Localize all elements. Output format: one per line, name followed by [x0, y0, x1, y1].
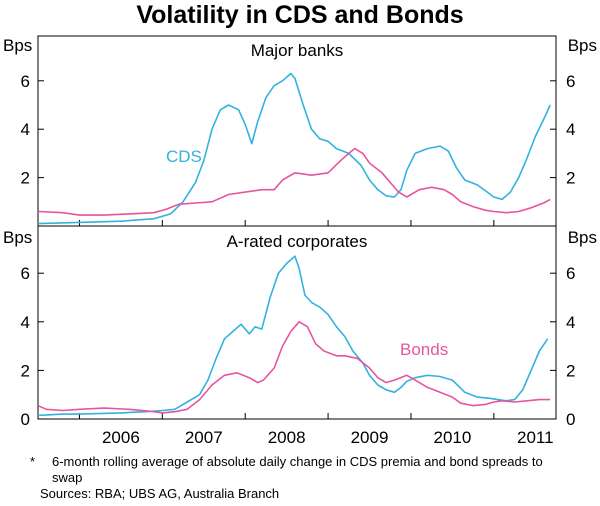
- x-tick-label: 2007: [185, 428, 223, 447]
- bonds-series-label: Bonds: [400, 340, 448, 359]
- y-tick-label-right: 0: [566, 410, 575, 429]
- y-tick-label-right: 4: [566, 313, 575, 332]
- y-tick-label-right: 2: [566, 169, 575, 188]
- a-rated-bonds-line: [37, 321, 551, 414]
- chart-figure: Volatility in CDS and Bonds Bps Bps Bps …: [3, 1, 597, 447]
- x-tick-label: 2010: [433, 428, 471, 447]
- x-tick-label: 2011: [517, 428, 554, 447]
- a-rated-cds-line: [37, 255, 549, 417]
- major-banks-cds-line: [37, 72, 551, 225]
- y-tick-label-left: 6: [21, 72, 30, 91]
- footnote-text: 6-month rolling average of absolute dail…: [52, 454, 543, 485]
- top-right-unit-label: Bps: [568, 36, 597, 55]
- y-tick-label-left: 2: [21, 361, 30, 380]
- y-tick-label-right: 6: [566, 72, 575, 91]
- series-layer: [37, 72, 551, 417]
- chart-title: Volatility in CDS and Bonds: [136, 1, 463, 29]
- panel-bottom-title: A-rated corporates: [227, 232, 368, 251]
- x-tick-label: 2006: [102, 428, 140, 447]
- y-tick-label-left: 6: [21, 264, 30, 283]
- panel-bottom-frame: [37, 225, 557, 420]
- tick-layer: 2 4 6 2 4 6 0 2 4 6 0 2 4 6 2006 2007 2008 2009 2010 2011: [21, 72, 576, 447]
- y-tick-label-right: 6: [566, 264, 575, 283]
- y-tick-label-left: 2: [21, 169, 30, 188]
- y-tick-label-left: 4: [21, 313, 30, 332]
- cds-series-label: CDS: [166, 147, 202, 166]
- y-tick-label-right: 4: [566, 120, 575, 139]
- bottom-left-unit-label: Bps: [3, 228, 32, 247]
- major-banks-bonds-line: [37, 147, 551, 216]
- bottom-right-unit-label: Bps: [568, 228, 597, 247]
- y-tick-label-right: 2: [566, 361, 575, 380]
- panel-top-frame: [37, 35, 557, 227]
- panel-top-title: Major banks: [251, 41, 344, 60]
- sources-note: Sources: RBA; UBS AG, Australia Branch: [40, 486, 280, 501]
- top-left-unit-label: Bps: [3, 36, 32, 55]
- y-tick-label-left: 4: [21, 120, 30, 139]
- x-tick-label: 2009: [351, 428, 389, 447]
- y-tick-label-left: 0: [21, 410, 30, 429]
- x-tick-label: 2008: [268, 428, 306, 447]
- footnote-marker: *: [30, 454, 36, 469]
